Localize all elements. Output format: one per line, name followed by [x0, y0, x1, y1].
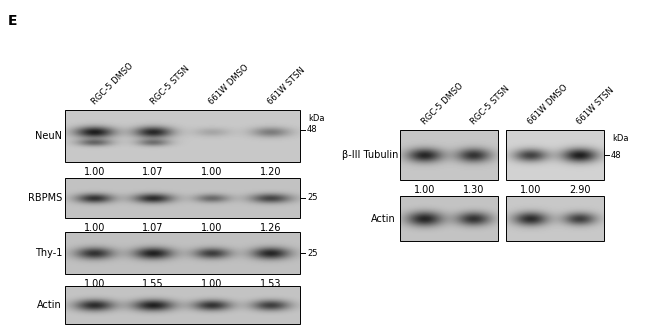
- Text: RGC-5 DMSO: RGC-5 DMSO: [420, 81, 465, 126]
- Text: 661W STSN: 661W STSN: [266, 65, 307, 106]
- Text: RGC-5 DMSO: RGC-5 DMSO: [90, 61, 135, 106]
- Text: NeuN: NeuN: [35, 131, 62, 141]
- Text: 661W STSN: 661W STSN: [575, 85, 616, 126]
- Text: 25: 25: [307, 248, 317, 258]
- Text: 48: 48: [611, 150, 621, 160]
- Text: 1.20: 1.20: [260, 167, 281, 177]
- Bar: [65, 232, 300, 274]
- Text: 1.00: 1.00: [202, 167, 222, 177]
- Text: 1.07: 1.07: [142, 167, 164, 177]
- Text: 2.90: 2.90: [569, 185, 590, 195]
- Text: β-III Tubulin: β-III Tubulin: [342, 150, 398, 160]
- Text: 1.55: 1.55: [142, 279, 164, 289]
- Text: E: E: [8, 14, 18, 28]
- Text: 1.26: 1.26: [260, 223, 281, 233]
- Text: 1.00: 1.00: [84, 279, 105, 289]
- Bar: [400, 196, 498, 241]
- Text: RBPMS: RBPMS: [28, 193, 62, 203]
- Text: 25: 25: [307, 193, 317, 203]
- Text: 1.30: 1.30: [463, 185, 484, 195]
- Bar: [65, 110, 300, 162]
- Text: 1.07: 1.07: [142, 223, 164, 233]
- Text: Actin: Actin: [37, 300, 62, 310]
- Bar: [65, 178, 300, 218]
- Bar: [506, 196, 604, 241]
- Text: 1.00: 1.00: [202, 223, 222, 233]
- Text: RGC-5 STSN: RGC-5 STSN: [469, 84, 512, 126]
- Text: 1.00: 1.00: [202, 279, 222, 289]
- Text: RGC-5 STSN: RGC-5 STSN: [149, 63, 191, 106]
- Text: 1.00: 1.00: [84, 167, 105, 177]
- Bar: [506, 130, 604, 180]
- Text: 1.00: 1.00: [520, 185, 541, 195]
- Text: 1.00: 1.00: [84, 223, 105, 233]
- Text: Actin: Actin: [371, 214, 396, 223]
- Text: kDa: kDa: [612, 134, 629, 143]
- Text: 661W DMSO: 661W DMSO: [207, 63, 251, 106]
- Text: 1.00: 1.00: [414, 185, 436, 195]
- Bar: [400, 130, 498, 180]
- Bar: [65, 286, 300, 324]
- Text: 661W DMSO: 661W DMSO: [526, 83, 569, 126]
- Text: 48: 48: [307, 125, 318, 134]
- Text: kDa: kDa: [308, 114, 324, 123]
- Text: 1.53: 1.53: [260, 279, 281, 289]
- Text: Thy-1: Thy-1: [34, 248, 62, 258]
